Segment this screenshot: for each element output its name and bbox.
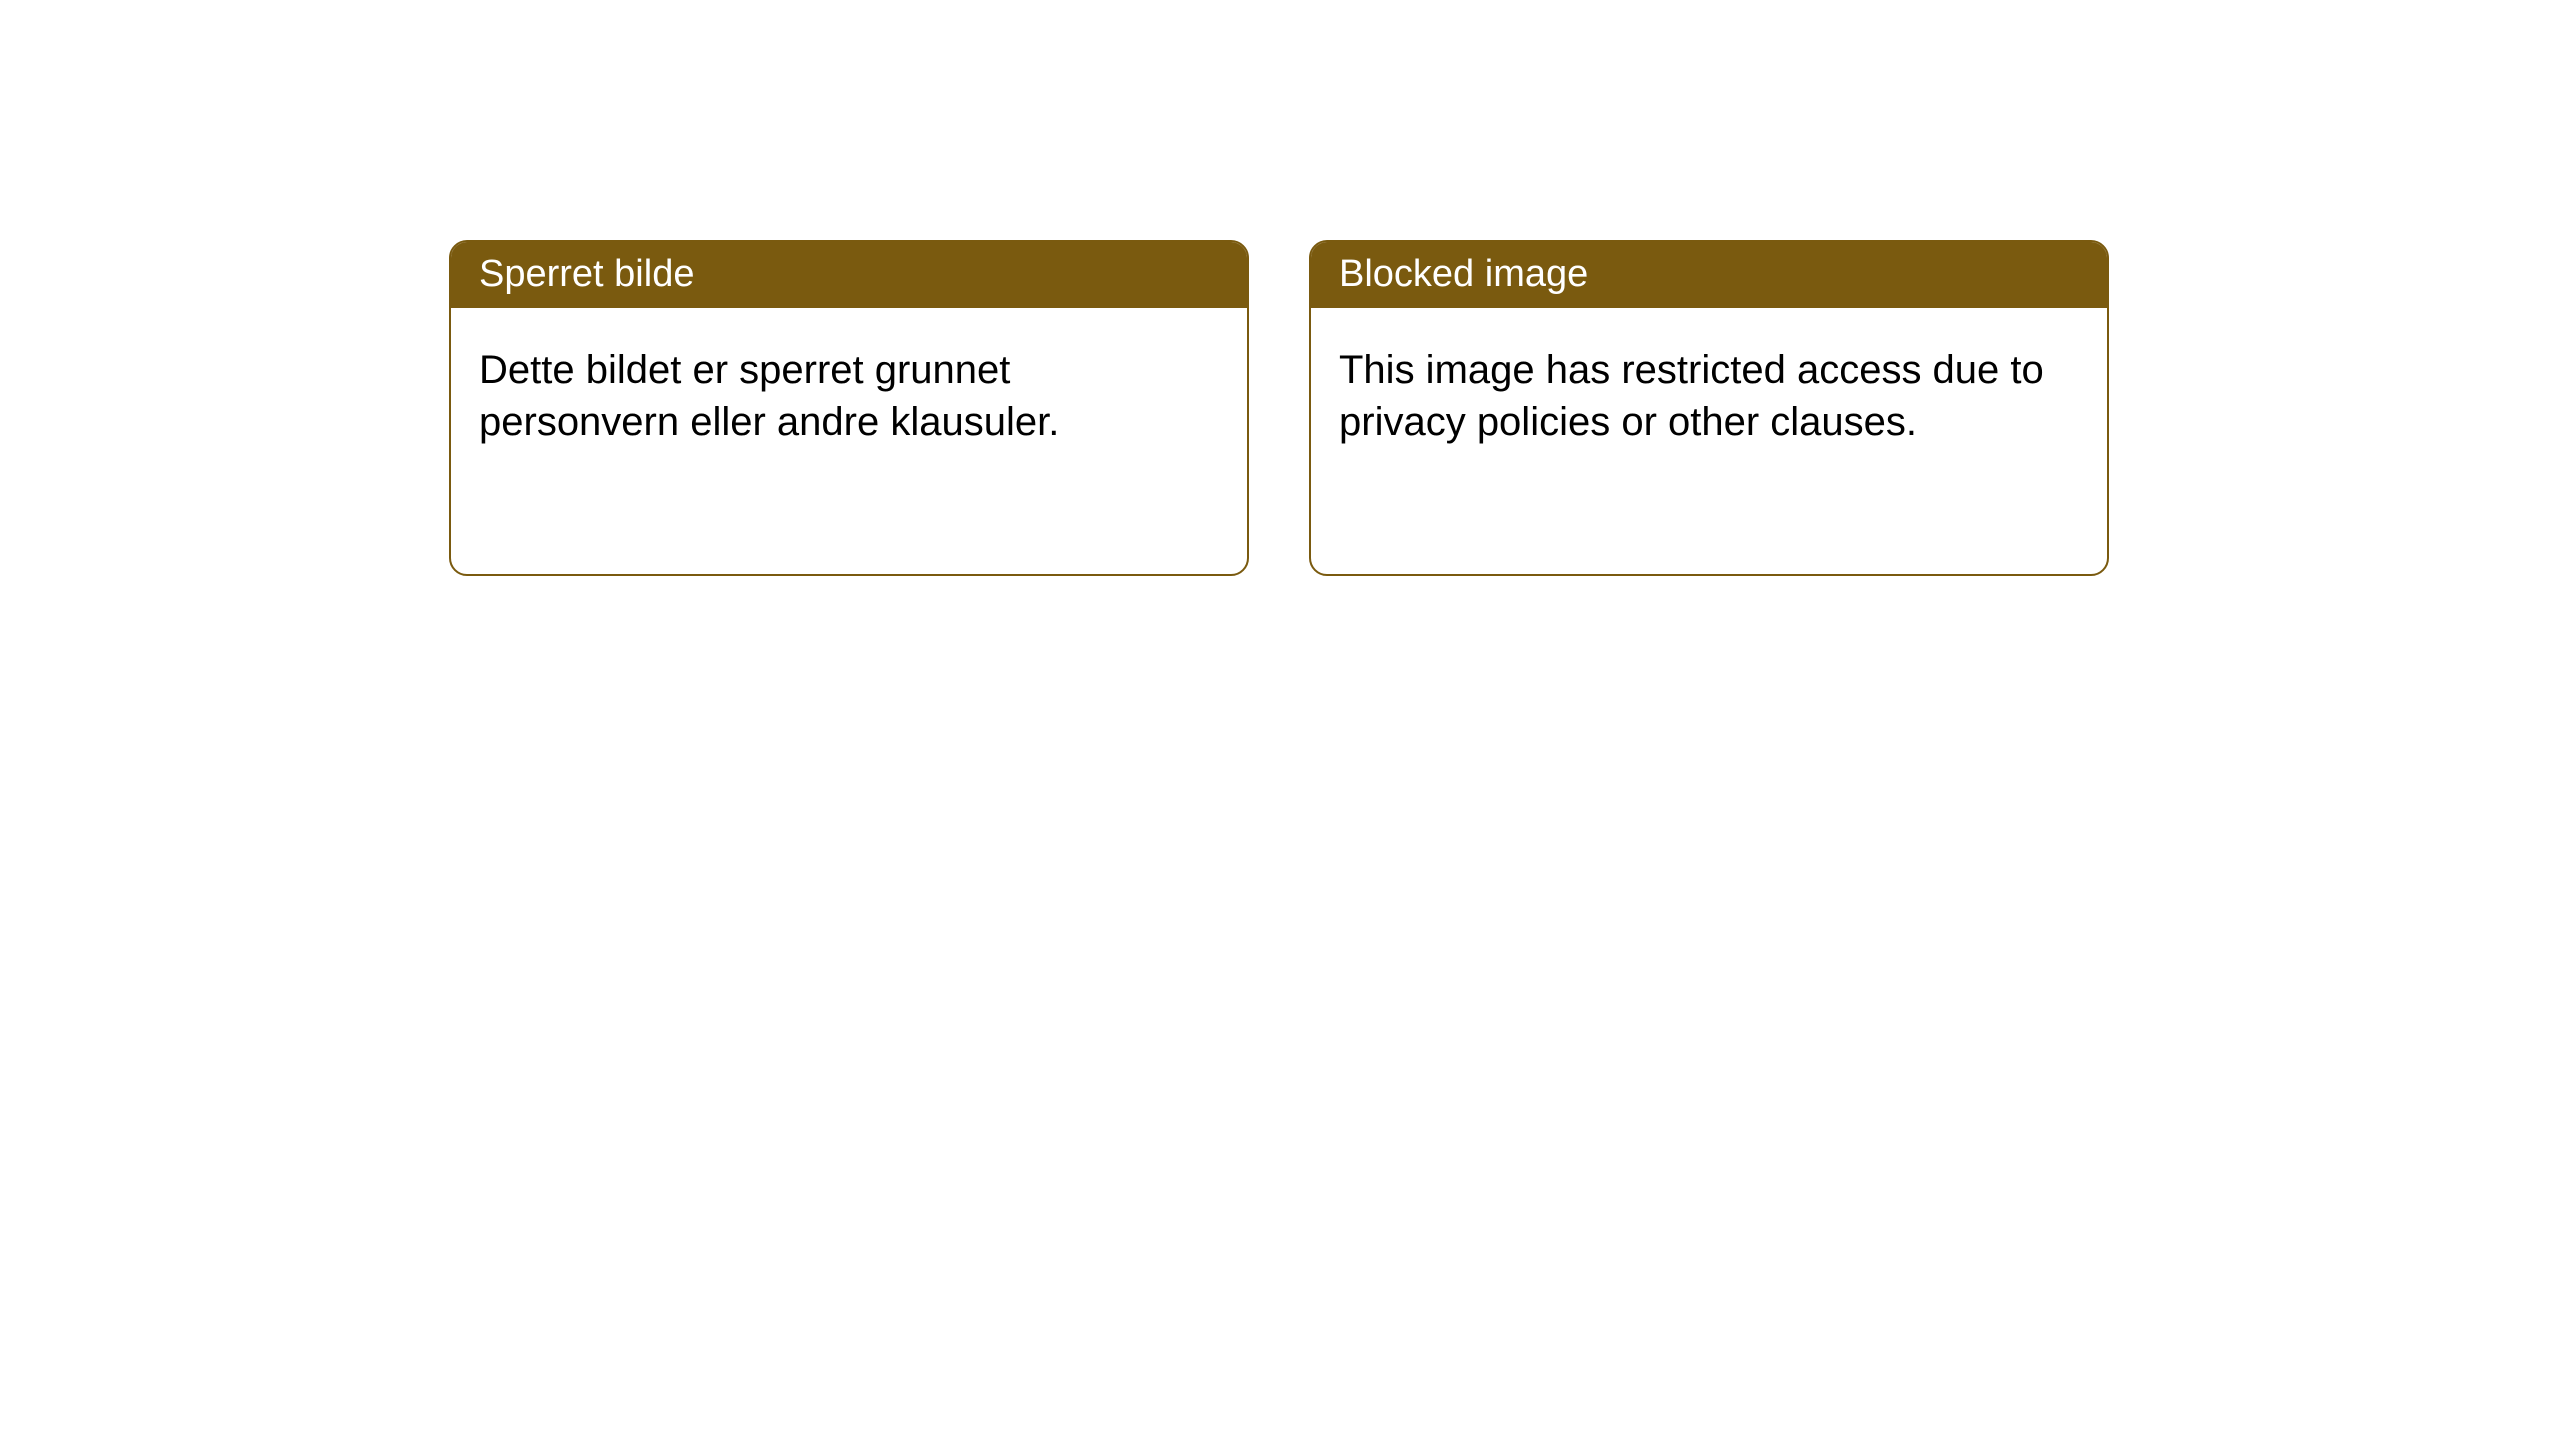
- notice-card-english: Blocked image This image has restricted …: [1309, 240, 2109, 576]
- notice-container: Sperret bilde Dette bildet er sperret gr…: [449, 240, 2109, 576]
- card-body: Dette bildet er sperret grunnet personve…: [451, 308, 1247, 484]
- notice-card-norwegian: Sperret bilde Dette bildet er sperret gr…: [449, 240, 1249, 576]
- card-header: Sperret bilde: [451, 242, 1247, 308]
- card-header: Blocked image: [1311, 242, 2107, 308]
- card-body: This image has restricted access due to …: [1311, 308, 2107, 484]
